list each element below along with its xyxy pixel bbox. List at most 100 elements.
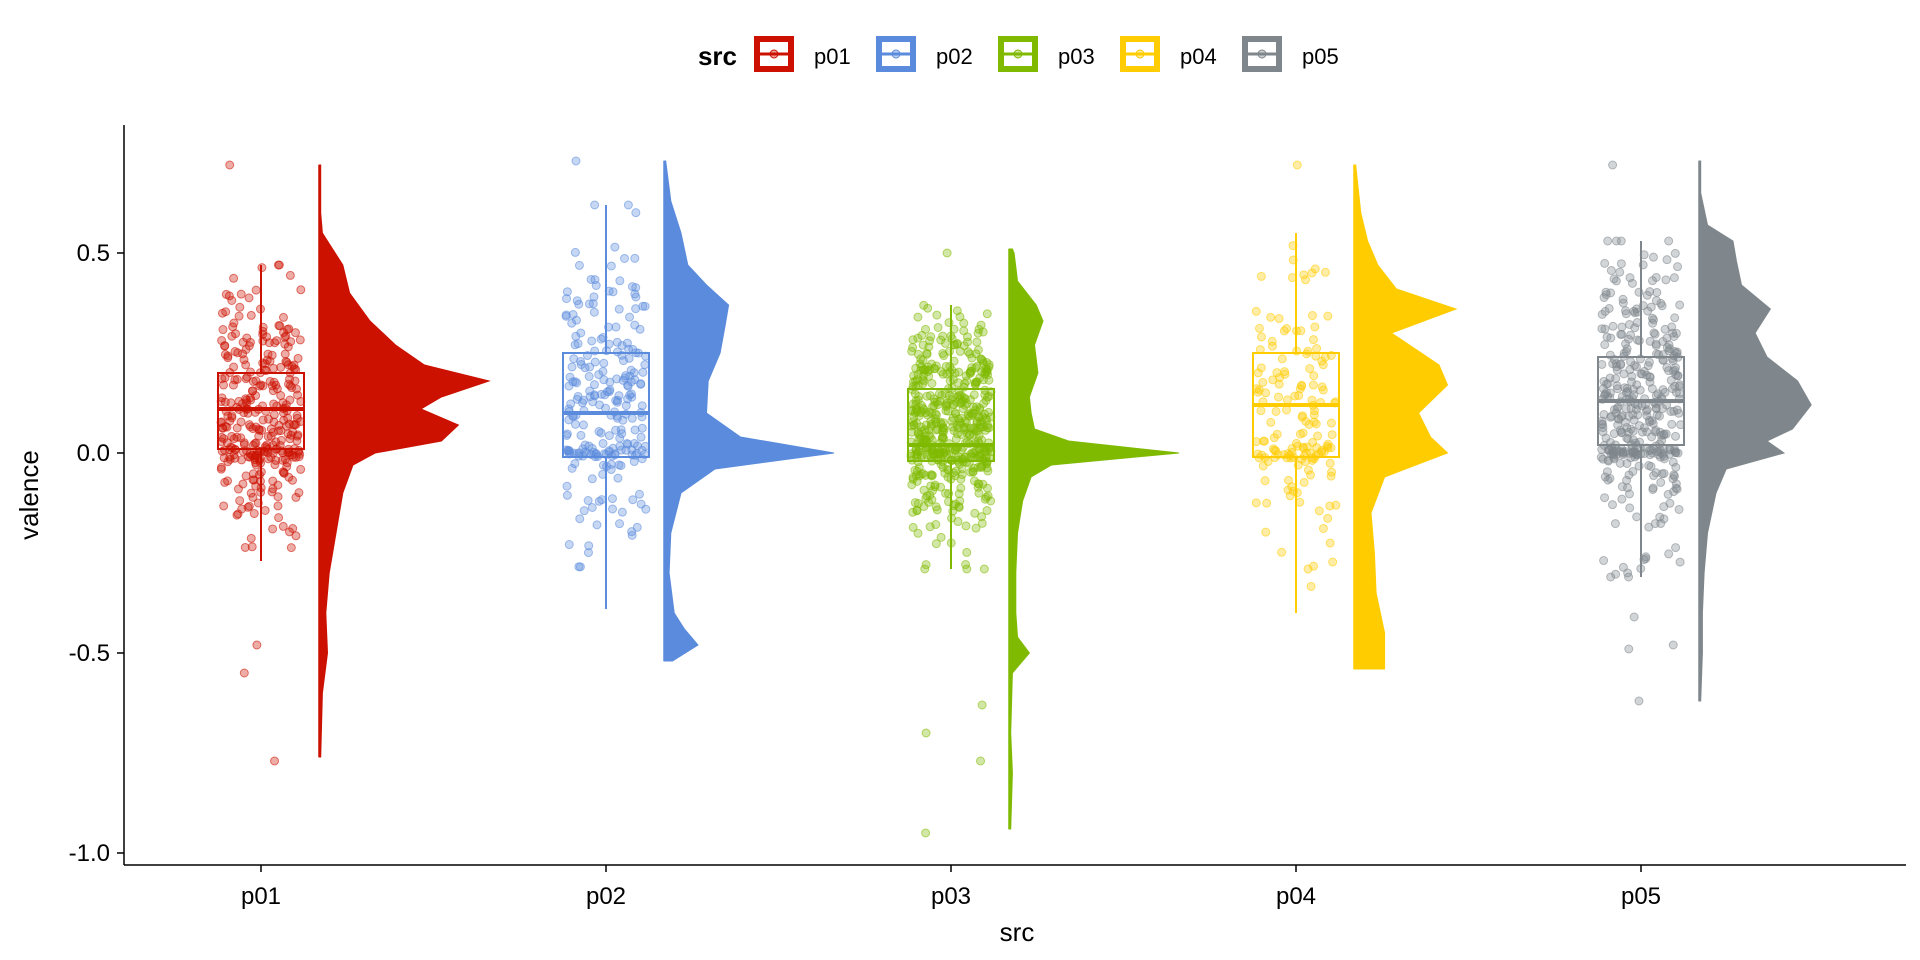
data-point: [1649, 328, 1659, 338]
data-point: [228, 380, 238, 390]
data-point: [1621, 388, 1631, 398]
points-p05: [1596, 160, 1686, 706]
data-point: [1616, 236, 1626, 246]
data-point: [571, 331, 581, 341]
data-point: [628, 495, 638, 505]
data-point: [611, 425, 621, 435]
outlier-point: [1629, 612, 1639, 622]
data-point: [1656, 519, 1666, 529]
data-point: [249, 475, 259, 485]
data-point: [942, 449, 952, 459]
data-point: [604, 446, 614, 456]
data-point: [1318, 385, 1328, 395]
data-point: [606, 459, 616, 469]
data-point: [233, 348, 243, 358]
data-point: [962, 547, 972, 557]
data-point: [223, 411, 233, 421]
data-point: [292, 384, 302, 394]
data-point: [908, 335, 918, 345]
data-point: [625, 312, 635, 322]
data-point: [1604, 303, 1614, 313]
data-point: [220, 341, 230, 351]
data-point: [1599, 293, 1609, 303]
outlier-point: [942, 248, 952, 258]
data-point: [589, 380, 599, 390]
data-point: [561, 294, 571, 304]
data-point: [564, 381, 574, 391]
data-point: [919, 405, 929, 415]
data-point: [1292, 488, 1302, 498]
data-point: [617, 341, 627, 351]
data-point: [1654, 411, 1664, 421]
data-point: [907, 427, 917, 437]
data-point: [1656, 477, 1666, 487]
data-point: [1599, 556, 1609, 566]
box-p02: [562, 352, 650, 458]
data-point: [967, 353, 977, 363]
data-point: [605, 377, 615, 387]
data-point: [943, 406, 953, 416]
data-point: [236, 417, 246, 427]
data-point: [980, 494, 990, 504]
data-point: [1628, 426, 1638, 436]
data-point: [630, 425, 640, 435]
data-point: [631, 208, 641, 218]
data-point: [1671, 462, 1681, 472]
data-point: [1312, 344, 1322, 354]
data-point: [1657, 469, 1667, 479]
data-point: [957, 464, 967, 474]
legend-key-point: [769, 49, 779, 59]
data-point: [246, 310, 256, 320]
data-point: [1261, 527, 1271, 537]
data-point: [584, 372, 594, 382]
data-point: [625, 371, 635, 381]
data-point: [1308, 335, 1318, 345]
data-point: [1651, 425, 1661, 435]
data-point: [620, 253, 630, 263]
data-point: [927, 408, 937, 418]
data-point: [927, 378, 937, 388]
data-point: [579, 506, 589, 516]
data-point: [910, 498, 920, 508]
data-point: [607, 494, 617, 504]
data-point: [578, 444, 588, 454]
data-point: [1617, 494, 1627, 504]
data-point: [602, 387, 612, 397]
data-point: [975, 423, 985, 433]
data-point: [1628, 466, 1638, 476]
data-point: [1664, 236, 1674, 246]
data-point: [285, 270, 295, 280]
data-point: [1283, 475, 1293, 485]
outlier-point: [1668, 640, 1678, 650]
data-point: [966, 368, 976, 378]
data-point: [953, 391, 963, 401]
data-point: [217, 336, 227, 346]
data-point: [221, 289, 231, 299]
series-p04: [1251, 160, 1458, 670]
legend-key-point: [1135, 49, 1145, 59]
data-point: [219, 380, 229, 390]
data-point: [1632, 512, 1642, 522]
data-point: [1642, 290, 1652, 300]
data-point: [220, 350, 230, 360]
data-point: [921, 324, 931, 334]
data-point: [590, 275, 600, 285]
data-point: [227, 331, 237, 341]
data-point: [1664, 340, 1674, 350]
data-point: [1323, 311, 1333, 321]
data-point: [965, 395, 975, 405]
data-point: [234, 311, 244, 321]
data-point: [1282, 405, 1292, 415]
data-point: [1617, 444, 1627, 454]
data-point: [1603, 379, 1613, 389]
series-p01: [216, 160, 491, 766]
data-point: [585, 386, 595, 396]
data-point: [1256, 406, 1266, 416]
data-point: [247, 542, 257, 552]
data-point: [610, 242, 620, 252]
data-point: [1274, 314, 1284, 324]
data-point: [1624, 489, 1634, 499]
data-point: [971, 377, 981, 387]
outlier-point: [239, 668, 249, 678]
